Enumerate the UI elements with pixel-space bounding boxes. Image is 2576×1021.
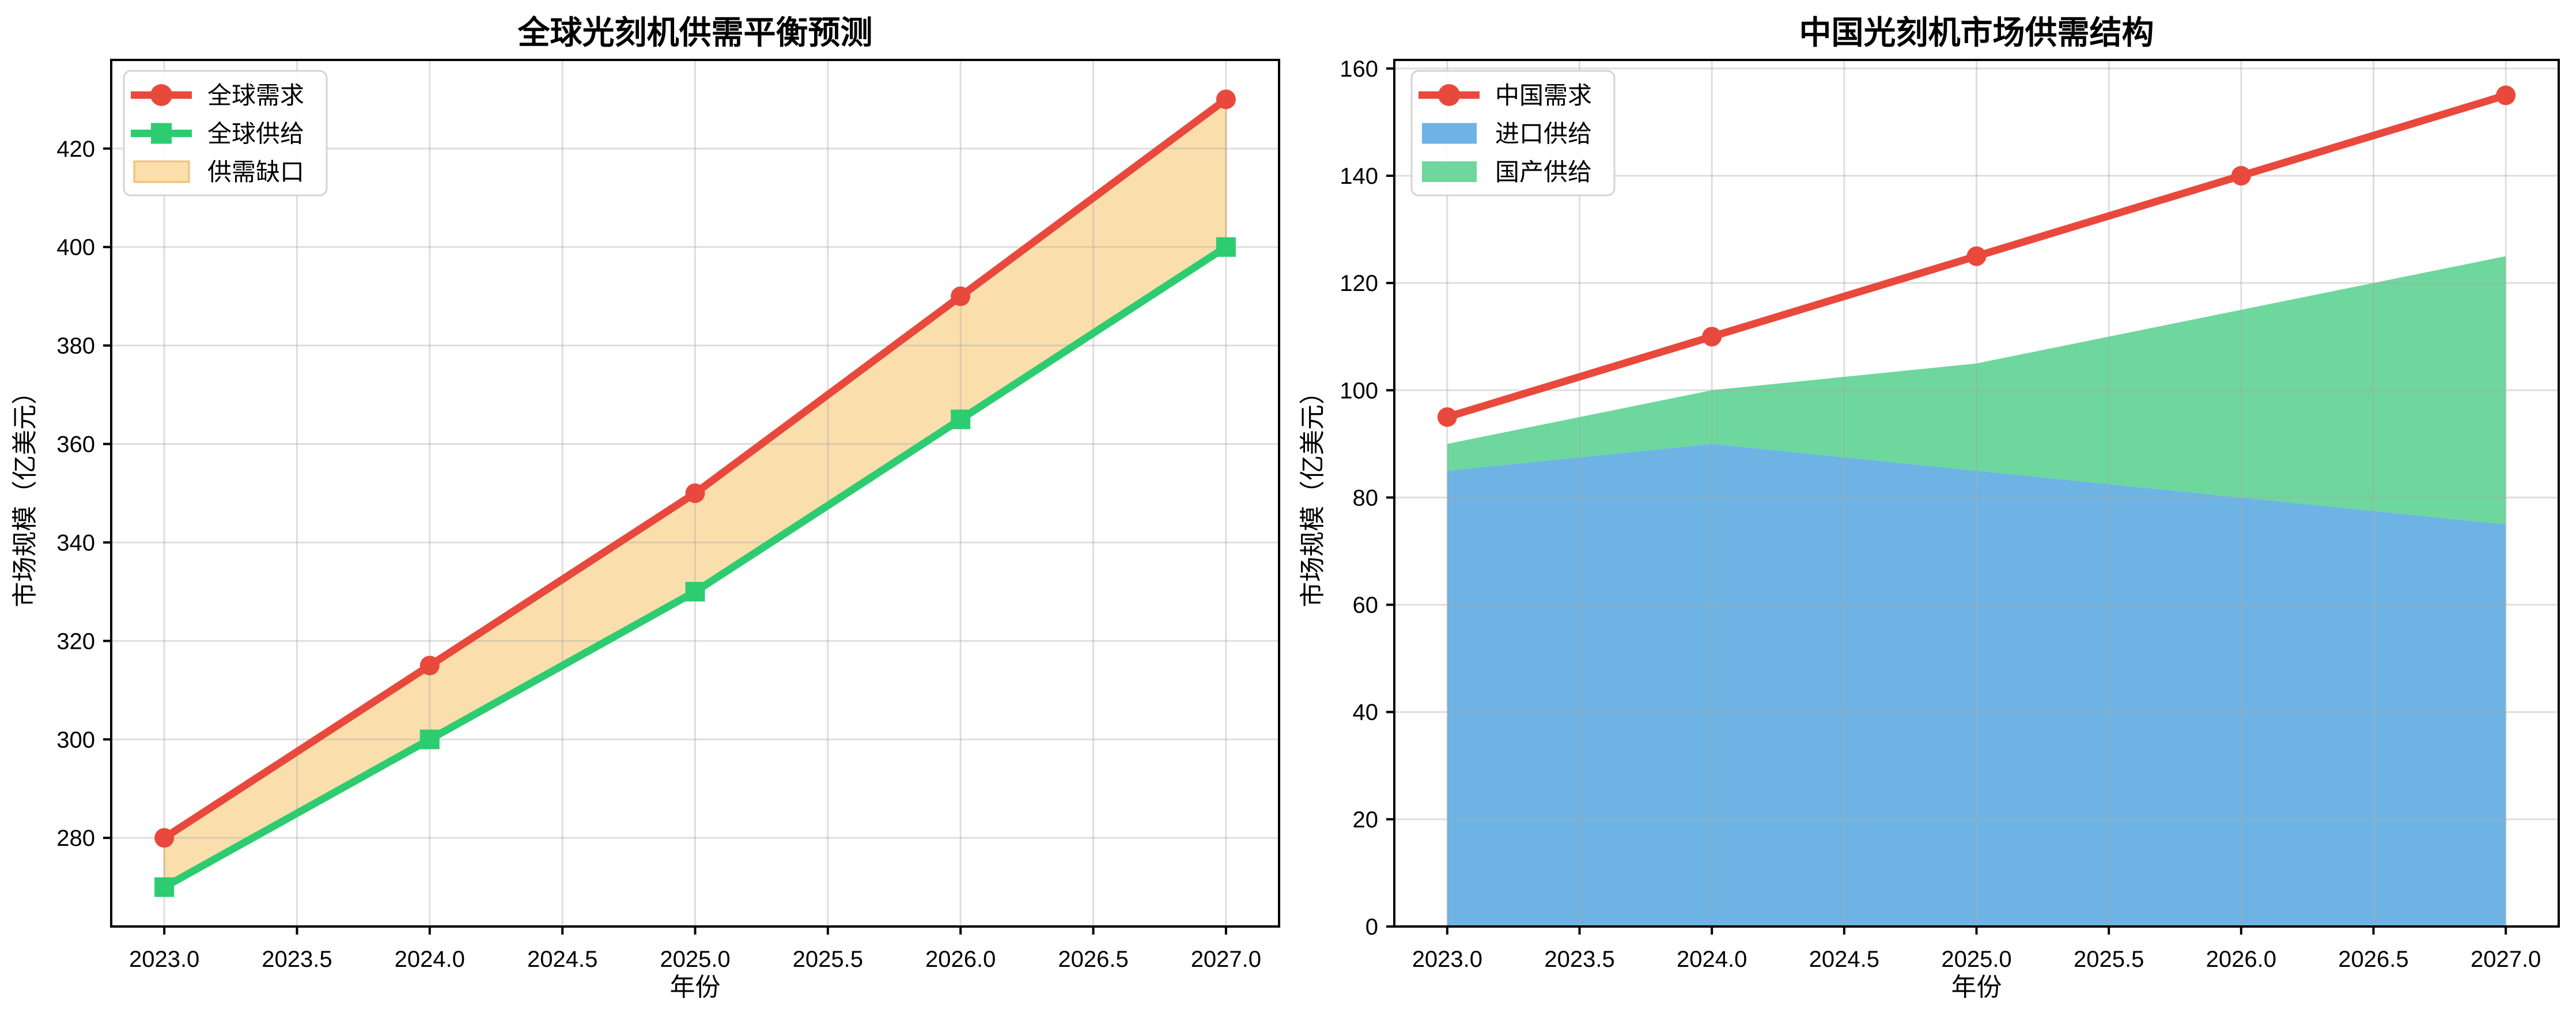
global-demand-marker: [419, 656, 440, 676]
y-tick-label: 300: [56, 727, 95, 752]
global-supply-marker: [419, 729, 440, 750]
y-tick-label: 280: [56, 826, 95, 851]
y-tick-label: 320: [56, 629, 95, 654]
x-tick-label: 2025.5: [793, 947, 863, 972]
fill-layer: [1447, 256, 2506, 927]
legend-label: 全球需求: [207, 82, 304, 109]
domestic-supply-area: [1447, 256, 2506, 524]
legend-label: 全球供给: [207, 120, 304, 148]
x-tick-label: 2023.0: [1412, 947, 1482, 972]
x-axis-label: 年份: [670, 973, 721, 1001]
x-tick-label: 2027.0: [1191, 947, 1261, 972]
plot-global-balance: 280 300 320 340 360 380 400 420 2023.0 2023.5 2024…: [11, 14, 1280, 1001]
y-tick-label: 40: [1353, 700, 1379, 725]
x-tick-label: 2025.5: [2074, 947, 2144, 972]
legend-circle-marker-icon: [150, 84, 172, 106]
chart-title: 全球光刻机供需平衡预测: [517, 14, 873, 51]
grid: [111, 60, 1279, 927]
china-demand-marker: [1702, 327, 1722, 347]
legend-patch-icon: [1422, 161, 1477, 182]
global-supply-marker: [154, 877, 175, 897]
global-supply-marker: [685, 581, 705, 602]
y-tick-label: 400: [56, 235, 95, 260]
grid: [1394, 60, 2559, 928]
y-tick-label: 0: [1365, 914, 1378, 940]
x-tick-label: 2025.0: [1941, 947, 2011, 972]
china-structure-chart: 0 20 40 60 80 100 120 140 160 2023.0 2023.5 2024.0 2…: [1288, 0, 2576, 1021]
y-tick-label: 340: [56, 530, 95, 555]
global-demand-line: [154, 89, 1236, 848]
chart-title: 中国光刻机市场供需结构: [1799, 14, 2154, 51]
china-demand-marker: [1966, 246, 1987, 266]
y-axis-label: 市场规模（亿美元）: [11, 379, 39, 607]
x-axis-label: 年份: [1951, 973, 2002, 1001]
global-demand-marker: [685, 483, 705, 503]
y-tick-label: 380: [56, 334, 95, 359]
global-demand-marker: [154, 828, 175, 848]
y-tick-label: 120: [1340, 271, 1378, 296]
x-tick-label: 2023.0: [129, 947, 199, 972]
y-axis-label: 市场规模（亿美元）: [1299, 379, 1327, 607]
y-tick-label: 100: [1340, 378, 1378, 403]
global-supply-marker: [1216, 237, 1236, 257]
x-tick-label: 2024.5: [1809, 947, 1879, 972]
china-demand-marker: [1437, 407, 1457, 427]
legend-square-marker-icon: [151, 123, 172, 144]
y-tick-label: 160: [1340, 56, 1378, 82]
y-tick-label: 360: [56, 432, 95, 457]
axes: 280 300 320 340 360 380 400 420 2023.0 2023.5 2024…: [11, 14, 1280, 1001]
legend-label: 供需缺口: [207, 158, 304, 186]
y-tick-label: 420: [56, 137, 95, 162]
import-supply-area: [1447, 444, 2506, 927]
figure-global-lithography-balance: 280 300 320 340 360 380 400 420 2023.0 2023.5 2024…: [11, 14, 1280, 1001]
x-tick-label: 2026.0: [925, 947, 996, 972]
china-demand-line: [1437, 85, 2516, 427]
legend-patch-icon: [133, 160, 190, 183]
x-tick-label: 2026.5: [1058, 947, 1128, 972]
global-supply-line: [154, 237, 1236, 897]
china-demand-marker: [2496, 85, 2516, 105]
x-tick-label: 2025.0: [660, 947, 730, 972]
x-tick-label: 2026.0: [2206, 947, 2276, 972]
legend-patch-icon: [1422, 123, 1477, 144]
y-tick-label: 140: [1340, 164, 1378, 189]
global-supply-marker: [951, 409, 971, 429]
x-tick-label: 2023.5: [262, 947, 332, 972]
legend-circle-marker-icon: [1438, 84, 1460, 106]
legend-label: 进口供给: [1495, 120, 1592, 148]
global-balance-chart: 280 300 320 340 360 380 400 420 2023.0 2023.5 2024…: [11, 14, 1280, 1001]
x-tick-label: 2024.0: [395, 947, 465, 972]
x-tick-label: 2023.5: [1544, 947, 1614, 972]
y-tick-label: 80: [1353, 485, 1379, 511]
axes: 0 20 40 60 80 100 120 140 160 2023.0 2023.5 2024.0 2…: [1299, 14, 2560, 1001]
global-demand-marker: [1216, 89, 1236, 109]
x-tick-label: 2027.0: [2471, 947, 2541, 972]
figure-china-lithography-structure: 0 20 40 60 80 100 120 140 160 2023.0 2023.5 2024.0 2…: [1288, 0, 2576, 1021]
x-tick-label: 2026.5: [2338, 947, 2408, 972]
plot-china-structure: 0 20 40 60 80 100 120 140 160 2023.0 2023.5 2024.0 2…: [1299, 14, 2560, 1001]
global-demand-marker: [951, 286, 971, 307]
x-tick-label: 2024.0: [1677, 947, 1747, 972]
china-demand-marker: [2231, 166, 2251, 186]
legend-label: 中国需求: [1495, 82, 1592, 109]
y-tick-label: 20: [1353, 807, 1379, 833]
y-tick-label: 60: [1353, 593, 1379, 618]
legend-label: 国产供给: [1495, 158, 1592, 186]
x-tick-label: 2024.5: [527, 947, 597, 972]
